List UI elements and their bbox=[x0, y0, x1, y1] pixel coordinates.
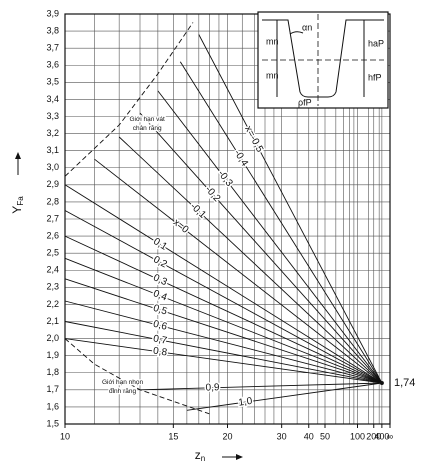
convergence-point bbox=[379, 381, 384, 385]
curve bbox=[64, 235, 383, 384]
envelope-label: Giới hạn vát bbox=[129, 116, 165, 123]
inset-label: mn bbox=[266, 70, 279, 80]
x-tick-label: 40 bbox=[304, 431, 314, 441]
curve bbox=[139, 112, 383, 384]
x-tick-label: 15 bbox=[168, 431, 178, 441]
y-tick-label: 1,5 bbox=[46, 418, 59, 428]
curve bbox=[198, 34, 383, 384]
y-tick-label: 1,7 bbox=[46, 384, 59, 394]
grid: 1,5 1,6 1,7 1,8 1,9 2,0 2,1 2,2 2,3 2,4 2,5 2,6 2,7 2… bbox=[46, 8, 393, 441]
y-axis-label-sub: Fa bbox=[16, 196, 25, 206]
y-tick-label: 2,9 bbox=[46, 179, 59, 189]
y-axis-arrowhead bbox=[15, 152, 21, 159]
inset-label: ρfP bbox=[298, 97, 312, 107]
curve bbox=[157, 90, 383, 384]
y-tick-label: 2,8 bbox=[46, 196, 59, 206]
series-label: -0,4 bbox=[231, 148, 250, 169]
curve bbox=[64, 321, 382, 384]
plot-frame bbox=[64, 13, 391, 425]
x-tick-label: 100 bbox=[350, 431, 365, 441]
series-label: x=0 bbox=[171, 217, 191, 236]
curve bbox=[64, 300, 383, 384]
x-axis-label: zn bbox=[195, 448, 205, 463]
y-tick-label: 1,6 bbox=[46, 401, 59, 411]
envelope-curve bbox=[64, 338, 210, 415]
inset-diagram: mn mn αn haP hfP ρfP bbox=[257, 11, 389, 109]
y-tick-label: 2,1 bbox=[46, 316, 59, 326]
y-axis-label: YFa bbox=[10, 196, 25, 214]
inset-label: hfP bbox=[368, 72, 382, 82]
y-tick-label: 2,7 bbox=[46, 213, 59, 223]
x-axis-title: zn bbox=[195, 448, 243, 463]
x-tick-label: 30 bbox=[277, 431, 287, 441]
x-tick-label: 10 bbox=[60, 431, 70, 441]
y-tick-label: 2,3 bbox=[46, 282, 59, 292]
inset-label: haP bbox=[368, 38, 384, 48]
y-tick-label: 1,9 bbox=[46, 350, 59, 360]
x-axis-label-main: z bbox=[195, 448, 201, 462]
y-tick-label: 1,8 bbox=[46, 367, 59, 377]
y-tick-label: 3,6 bbox=[46, 60, 59, 70]
y-tick-label: 2,6 bbox=[46, 230, 59, 240]
curve bbox=[139, 382, 382, 391]
envelope-curve bbox=[64, 22, 194, 177]
x-axis-label-sub: n bbox=[201, 454, 205, 463]
series-label: 0,5 bbox=[152, 303, 169, 318]
series-label: 0,3 bbox=[151, 272, 169, 288]
curve bbox=[64, 278, 383, 384]
y-tick-label: 3,7 bbox=[46, 43, 59, 53]
y-tick-label: 3,2 bbox=[46, 128, 59, 138]
y-tick-label: 3,9 bbox=[46, 8, 59, 18]
y-tick-label: 2,0 bbox=[46, 333, 59, 343]
y-tick-label: 2,4 bbox=[46, 265, 59, 275]
x-axis-arrowhead bbox=[236, 454, 243, 460]
series-label: 1,0 bbox=[238, 396, 254, 409]
y-tick-label: 3,3 bbox=[46, 111, 59, 121]
y-tick-label: 3,8 bbox=[46, 25, 59, 35]
series-label: 0,1 bbox=[151, 236, 169, 253]
angle-arc bbox=[289, 31, 304, 35]
series-label: 0,9 bbox=[205, 382, 220, 393]
series-label: 0,2 bbox=[151, 254, 169, 271]
curve bbox=[179, 61, 383, 384]
y-tick-label: 2,5 bbox=[46, 248, 59, 258]
x-tick-label: 20 bbox=[222, 431, 232, 441]
curve bbox=[64, 184, 383, 384]
y-tick-label: 3,4 bbox=[46, 94, 59, 104]
envelope-label: đỉnh răng bbox=[109, 387, 136, 395]
y-tick-label: 3,5 bbox=[46, 77, 59, 87]
y-tick-label: 3,0 bbox=[46, 162, 59, 172]
curve bbox=[64, 257, 383, 384]
series-label: 0,8 bbox=[152, 346, 168, 359]
series-label: 0,4 bbox=[152, 288, 169, 303]
curve bbox=[64, 210, 383, 384]
curve bbox=[94, 158, 383, 384]
y-axis-title: YFa bbox=[10, 152, 25, 214]
series-label: x=-0,5 bbox=[242, 124, 265, 154]
curve bbox=[118, 136, 383, 384]
curve bbox=[64, 338, 382, 384]
envelope-label: chân răng bbox=[133, 125, 162, 132]
series-label: -0,3 bbox=[215, 168, 234, 189]
x-tick-label: ∞ bbox=[387, 431, 393, 441]
y-tick-label: 3,1 bbox=[46, 145, 59, 155]
curve bbox=[186, 382, 382, 411]
end-label: 1,74 bbox=[394, 377, 415, 389]
y-axis-label-main: Y bbox=[10, 206, 24, 214]
series-label: 0,7 bbox=[152, 333, 168, 347]
inset-label: mn bbox=[266, 36, 279, 46]
envelope-label: Giới hạn nhọn bbox=[102, 379, 144, 386]
series-label: 0,6 bbox=[152, 319, 169, 333]
x-tick-label: 50 bbox=[320, 431, 330, 441]
y-tick-label: 2,2 bbox=[46, 299, 59, 309]
x-tick-label: 400 bbox=[374, 431, 389, 441]
inset-label: αn bbox=[302, 22, 312, 32]
x-tick-label: 200 bbox=[366, 431, 381, 441]
